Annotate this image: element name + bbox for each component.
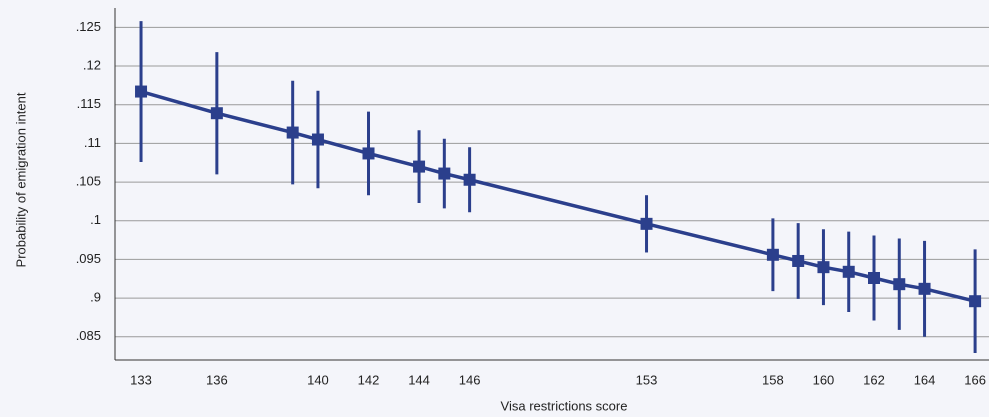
marker xyxy=(286,126,299,139)
x-tick-label: 136 xyxy=(206,372,228,387)
x-axis-title: Visa restrictions score xyxy=(501,398,628,413)
marker xyxy=(918,282,931,295)
marker xyxy=(792,254,805,267)
x-tick-label: 158 xyxy=(762,372,784,387)
y-tick-label: .085 xyxy=(76,328,101,343)
y-axis-title: Probability of emigration intent xyxy=(13,92,28,267)
marker xyxy=(362,147,375,160)
marker xyxy=(868,271,880,284)
x-tick-label: 162 xyxy=(863,372,885,387)
x-tick-label: 146 xyxy=(459,372,481,387)
x-tick-label: 164 xyxy=(914,372,936,387)
marker xyxy=(438,167,451,180)
marker xyxy=(893,278,906,291)
marker xyxy=(210,107,223,120)
marker xyxy=(842,265,855,278)
marker xyxy=(463,173,476,186)
x-tick-label: 142 xyxy=(358,372,380,387)
y-tick-label: .115 xyxy=(77,96,101,111)
x-tick-label: 153 xyxy=(636,372,658,387)
y-tick-label: .11 xyxy=(84,135,101,150)
y-tick-label: .1 xyxy=(90,212,101,227)
x-tick-label: 133 xyxy=(130,372,152,387)
marker xyxy=(311,133,324,146)
x-tick-label: 160 xyxy=(813,372,835,387)
y-tick-label: .9 xyxy=(90,290,101,305)
y-tick-label: .105 xyxy=(76,174,101,189)
marker xyxy=(640,217,653,230)
y-tick-label: .12 xyxy=(83,57,101,72)
x-tick-label: 140 xyxy=(307,372,329,387)
marker xyxy=(969,295,982,308)
marker xyxy=(413,160,426,173)
x-tick-label: 166 xyxy=(964,372,986,387)
y-tick-label: .095 xyxy=(76,251,101,266)
marker xyxy=(817,261,830,274)
x-tick-label: 144 xyxy=(408,372,430,387)
y-tick-label: .125 xyxy=(76,19,101,34)
marker xyxy=(766,248,779,261)
marker xyxy=(135,85,148,98)
